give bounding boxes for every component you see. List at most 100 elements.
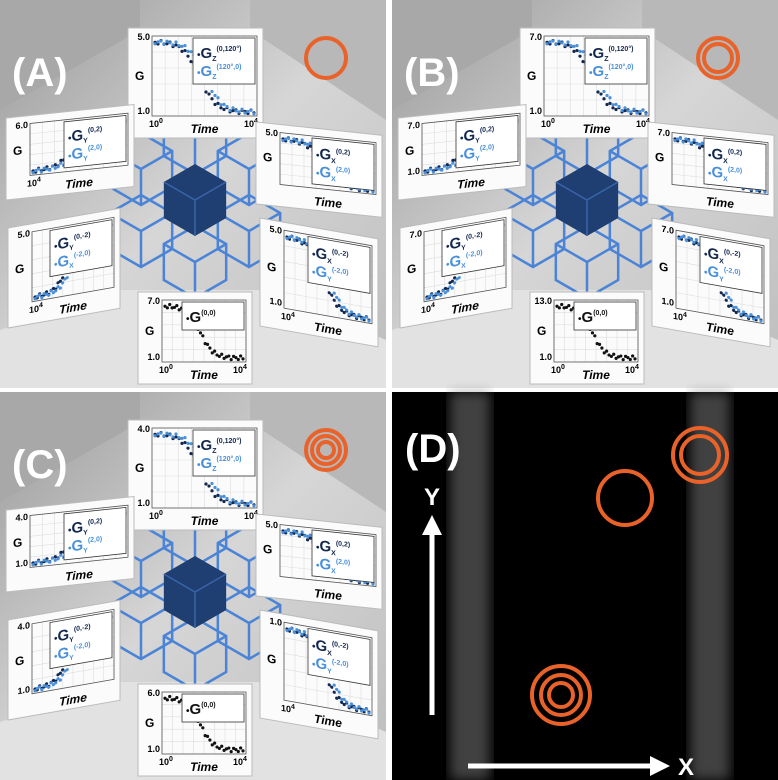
legend-subscript: X: [723, 176, 728, 184]
y-axis-label: G: [135, 69, 144, 83]
data-dot: [240, 108, 243, 111]
data-dot: [177, 436, 180, 439]
legend-subscript: Y: [83, 529, 88, 537]
data-dot: [213, 94, 216, 97]
legend-symbol: G: [708, 245, 720, 264]
y-tick-label: 1.0: [147, 352, 160, 362]
mini-plot: 4.01.0GTime100104•GZ(0,120°)•GZ(120°,0): [128, 420, 263, 530]
legend-symbol: G: [58, 626, 70, 645]
data-dot: [220, 353, 223, 356]
tick-base: 10: [625, 365, 635, 375]
legend-symbol: G: [316, 245, 328, 264]
legend-subscript: Y: [475, 137, 480, 145]
legend-superscript: (0,0): [593, 310, 607, 317]
legend-superscript: (0,120°): [216, 437, 241, 445]
data-dot: [548, 40, 551, 43]
data-dot: [231, 106, 234, 109]
data-dot: [614, 108, 617, 111]
tick-exponent: 0: [169, 756, 173, 763]
data-dot: [201, 334, 204, 337]
data-dot: [252, 504, 255, 507]
data-dot: [608, 102, 611, 105]
mini-plot: 7.01.0GTime•GY(0,2)•GY(2,0): [398, 105, 526, 200]
y-tick-label: 5.0: [137, 32, 150, 42]
data-dot: [578, 50, 581, 53]
data-dot: [605, 350, 608, 353]
data-dot: [225, 497, 228, 500]
data-dot: [162, 43, 165, 46]
legend-superscript: (120°,0): [608, 63, 633, 71]
y-axis-label: G: [267, 259, 276, 275]
data-dot: [186, 50, 189, 53]
data-dot: [227, 354, 230, 357]
data-dot: [166, 306, 169, 309]
legend-symbol: G: [58, 252, 70, 271]
y-axis-label: G: [145, 324, 154, 338]
tick-base: 10: [281, 311, 291, 323]
x-axis-label: Time: [190, 760, 218, 774]
tick-base: 10: [159, 757, 169, 767]
y-axis-label: G: [659, 259, 668, 275]
legend-subscript: Y: [327, 276, 332, 284]
data-dot: [222, 500, 225, 503]
y-axis-label: G: [407, 261, 416, 277]
data-dot: [231, 109, 234, 112]
data-dot: [239, 354, 242, 357]
y-tick-label: 1.0: [407, 166, 420, 177]
data-dot: [246, 110, 249, 113]
data-dot: [623, 106, 626, 109]
y-tick-label: 6.0: [15, 120, 28, 131]
tick-exponent: 4: [683, 312, 687, 320]
data-dot: [600, 346, 603, 349]
legend-subscript: Z: [604, 56, 609, 63]
tick-exponent: 0: [551, 118, 555, 125]
legend-symbol: G: [708, 263, 720, 282]
panel-label: (D): [405, 427, 461, 471]
legend-symbol: G: [72, 127, 84, 145]
tick-base: 10: [149, 119, 159, 129]
x-axis-label: Time: [191, 122, 219, 136]
y-axis-label: Y: [424, 484, 440, 511]
data-dot: [219, 498, 222, 501]
data-dot: [237, 358, 240, 361]
tick-base: 10: [281, 703, 291, 715]
y-axis-label: G: [527, 69, 536, 83]
tick-exponent: 4: [243, 756, 247, 763]
data-dot: [213, 486, 216, 489]
data-dot: [545, 42, 548, 45]
data-dot: [591, 331, 594, 334]
data-dot: [166, 698, 169, 701]
tick-base: 10: [244, 119, 254, 129]
data-dot: [186, 442, 189, 445]
mini-plot: 6.0GTime104•GY(0,2)•GY(2,0): [6, 105, 134, 200]
data-dot: [218, 355, 221, 358]
data-dot: [189, 442, 192, 445]
data-dot: [213, 103, 216, 106]
data-dot: [183, 44, 186, 47]
legend-symbol: G: [593, 45, 605, 62]
y-tick-label: 1.0: [15, 558, 28, 569]
y-tick-label: 6.0: [147, 688, 160, 698]
y-tick-label: 13.0: [534, 296, 552, 306]
data-dot: [222, 103, 225, 106]
data-dot: [610, 355, 613, 358]
data-dot: [596, 90, 599, 93]
legend-symbol: G: [320, 556, 332, 574]
data-dot: [153, 434, 156, 437]
data-dot: [222, 108, 225, 111]
tick-exponent: 4: [635, 364, 639, 371]
legend-symbol: G: [72, 145, 84, 163]
data-dot: [551, 39, 554, 42]
legend-symbol: G: [582, 309, 594, 326]
data-dot: [581, 60, 584, 63]
data-dot: [237, 750, 240, 753]
x-axis-label: Time: [706, 194, 734, 211]
data-dot: [578, 55, 581, 58]
data-dot: [231, 498, 234, 501]
data-dot: [228, 501, 231, 504]
data-dot: [602, 90, 605, 93]
data-dot: [227, 746, 230, 749]
data-dot: [156, 40, 159, 43]
data-dot: [210, 489, 213, 492]
